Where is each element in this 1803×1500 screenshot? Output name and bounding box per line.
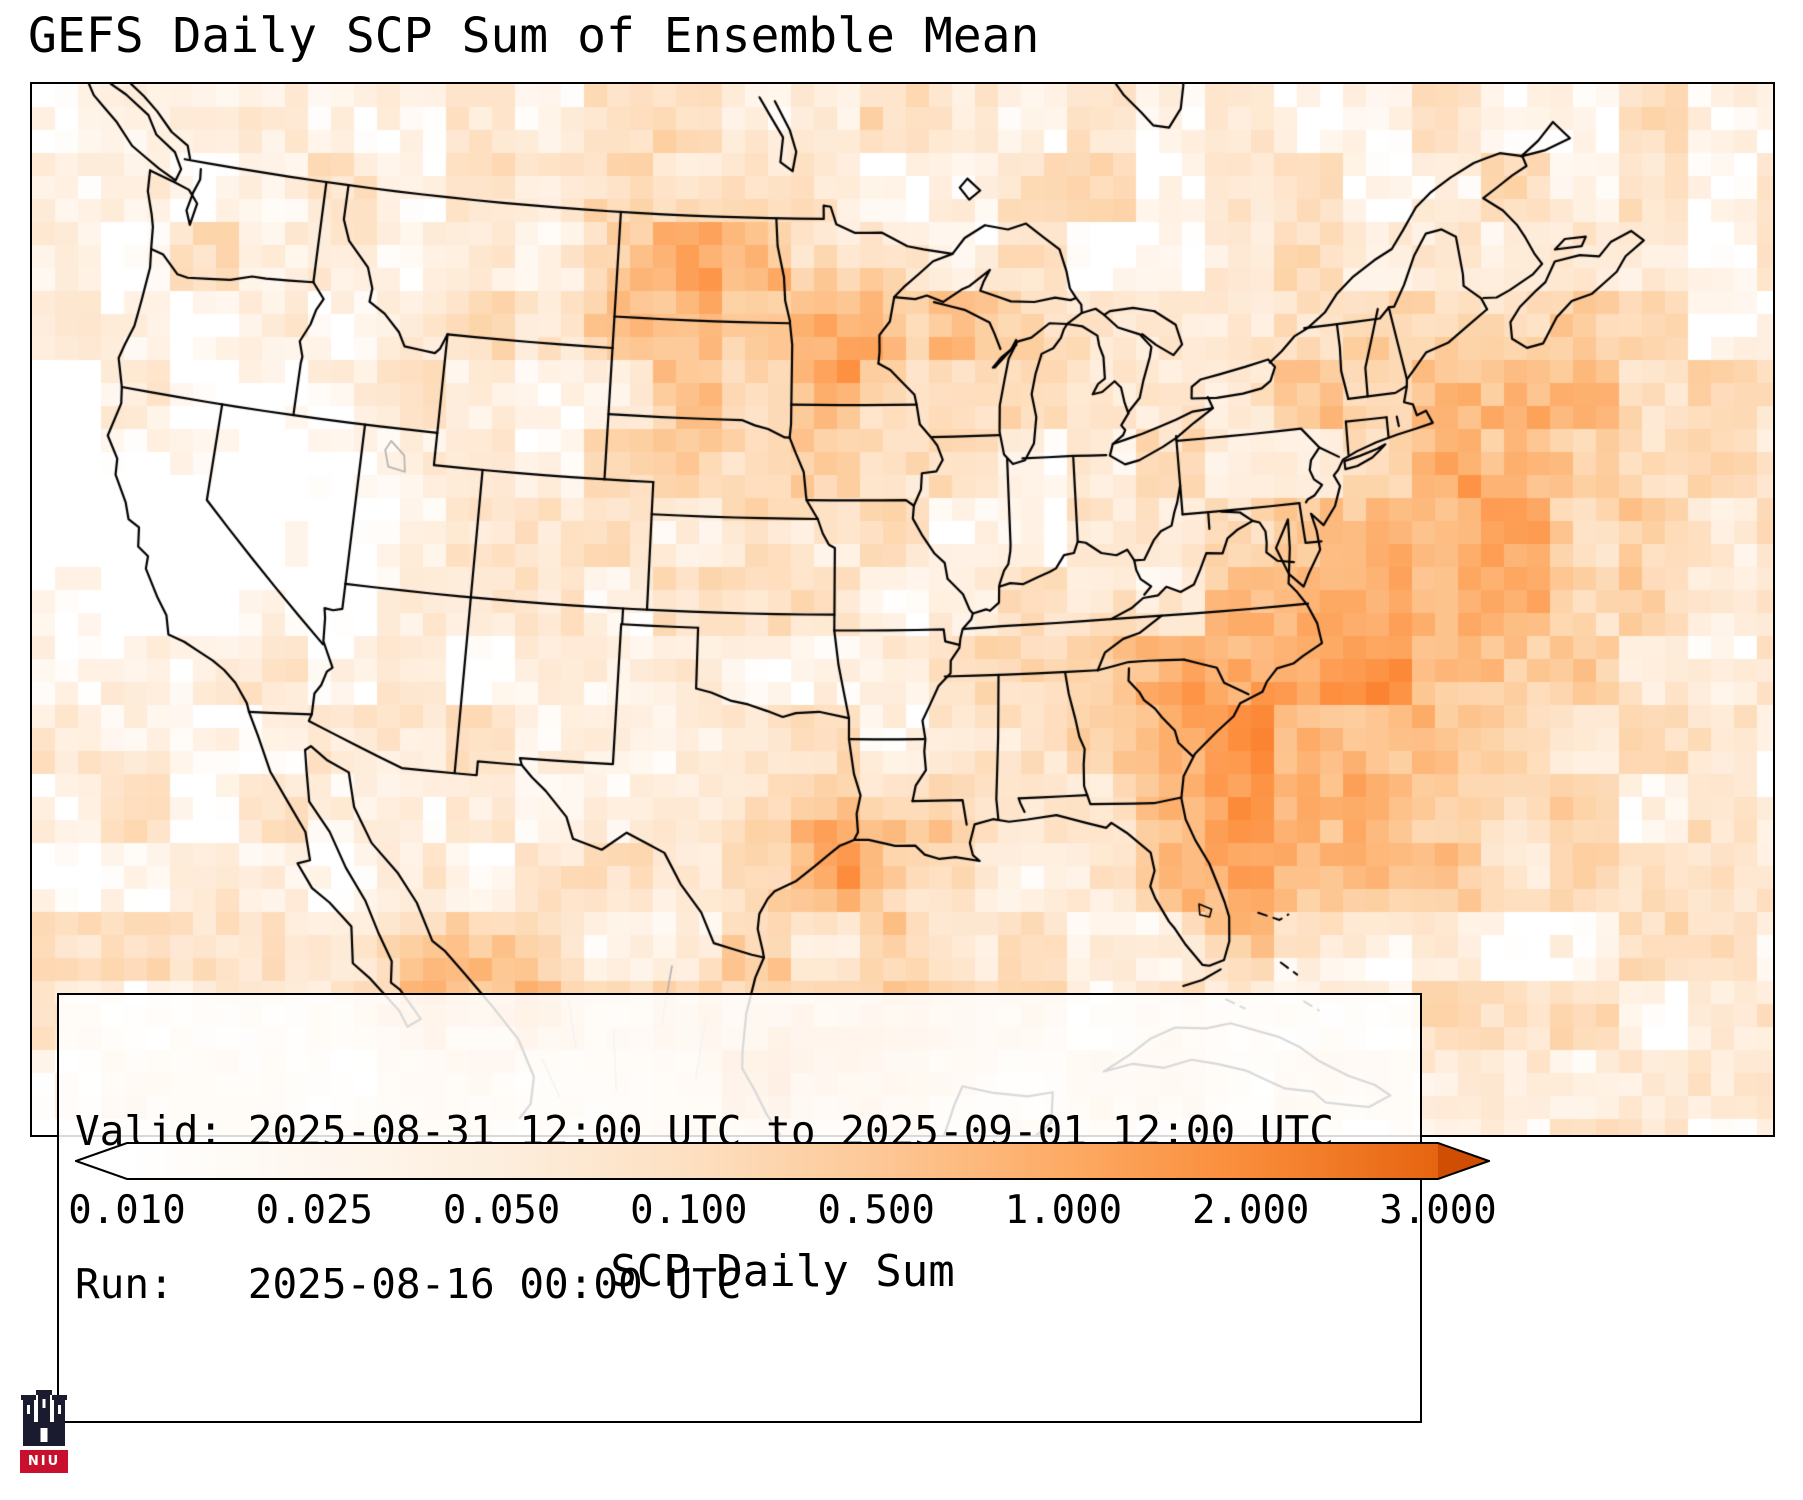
map-frame: Valid: 2025-08-31 12:00 UTC to 2025-09-0… <box>30 82 1775 1423</box>
colorbar-gradient <box>72 1142 1493 1180</box>
logo-text: NIU <box>20 1450 68 1473</box>
colorbar-label: SCP Daily Sum <box>610 1246 955 1297</box>
us-scp-heatmap-canvas <box>32 84 1773 1135</box>
page-title: GEFS Daily SCP Sum of Ensemble Mean <box>28 8 1040 64</box>
niu-logo: NIU <box>20 1390 68 1473</box>
colorbar-tick-label: 3.000 <box>1379 1188 1497 1233</box>
colorbar-tick-label: 0.050 <box>442 1188 561 1233</box>
colorbar-tick-label: 0.100 <box>630 1188 748 1233</box>
colorbar-tick-label: 2.000 <box>1192 1188 1310 1233</box>
colorbar-tick-label: 0.010 <box>68 1188 186 1233</box>
colorbar-tick-label: 0.500 <box>817 1188 935 1233</box>
colorbar-tick-label: 1.000 <box>1004 1188 1123 1233</box>
info-box: Valid: 2025-08-31 12:00 UTC to 2025-09-0… <box>57 993 1422 1423</box>
colorbar-tick-label: 0.025 <box>255 1188 373 1233</box>
run-time-text: Run: 2025-08-16 00:00 UTC <box>75 1260 742 1309</box>
colorbar <box>72 1141 1493 1181</box>
colorbar-ticks: 0.010 0.025 0.050 0.100 0.500 1.000 2.000 3.000 <box>68 1188 1496 1236</box>
castle-icon <box>21 1390 67 1446</box>
